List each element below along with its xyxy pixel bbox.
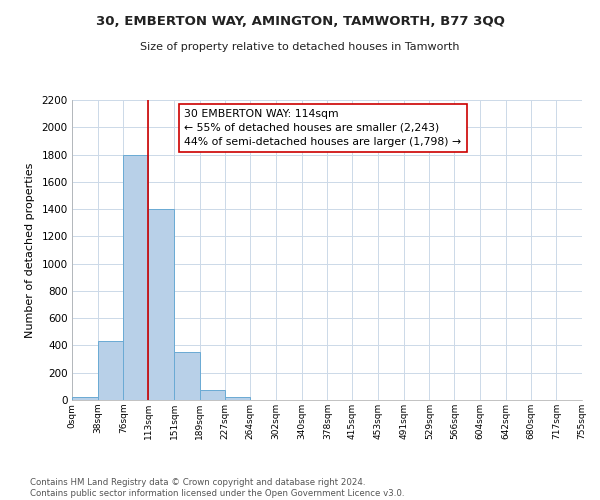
Bar [148,209,174,400]
Text: Size of property relative to detached houses in Tamworth: Size of property relative to detached ho… [140,42,460,52]
Text: 30 EMBERTON WAY: 114sqm
← 55% of detached houses are smaller (2,243)
44% of semi: 30 EMBERTON WAY: 114sqm ← 55% of detache… [184,109,461,147]
Bar [98,342,124,400]
Bar [200,390,226,400]
Text: 30, EMBERTON WAY, AMINGTON, TAMWORTH, B77 3QQ: 30, EMBERTON WAY, AMINGTON, TAMWORTH, B7… [95,15,505,28]
Text: Contains HM Land Registry data © Crown copyright and database right 2024.
Contai: Contains HM Land Registry data © Crown c… [30,478,404,498]
Bar [72,398,98,400]
Bar [124,154,148,400]
Y-axis label: Number of detached properties: Number of detached properties [25,162,35,338]
Bar [226,396,250,400]
Bar [174,352,200,400]
